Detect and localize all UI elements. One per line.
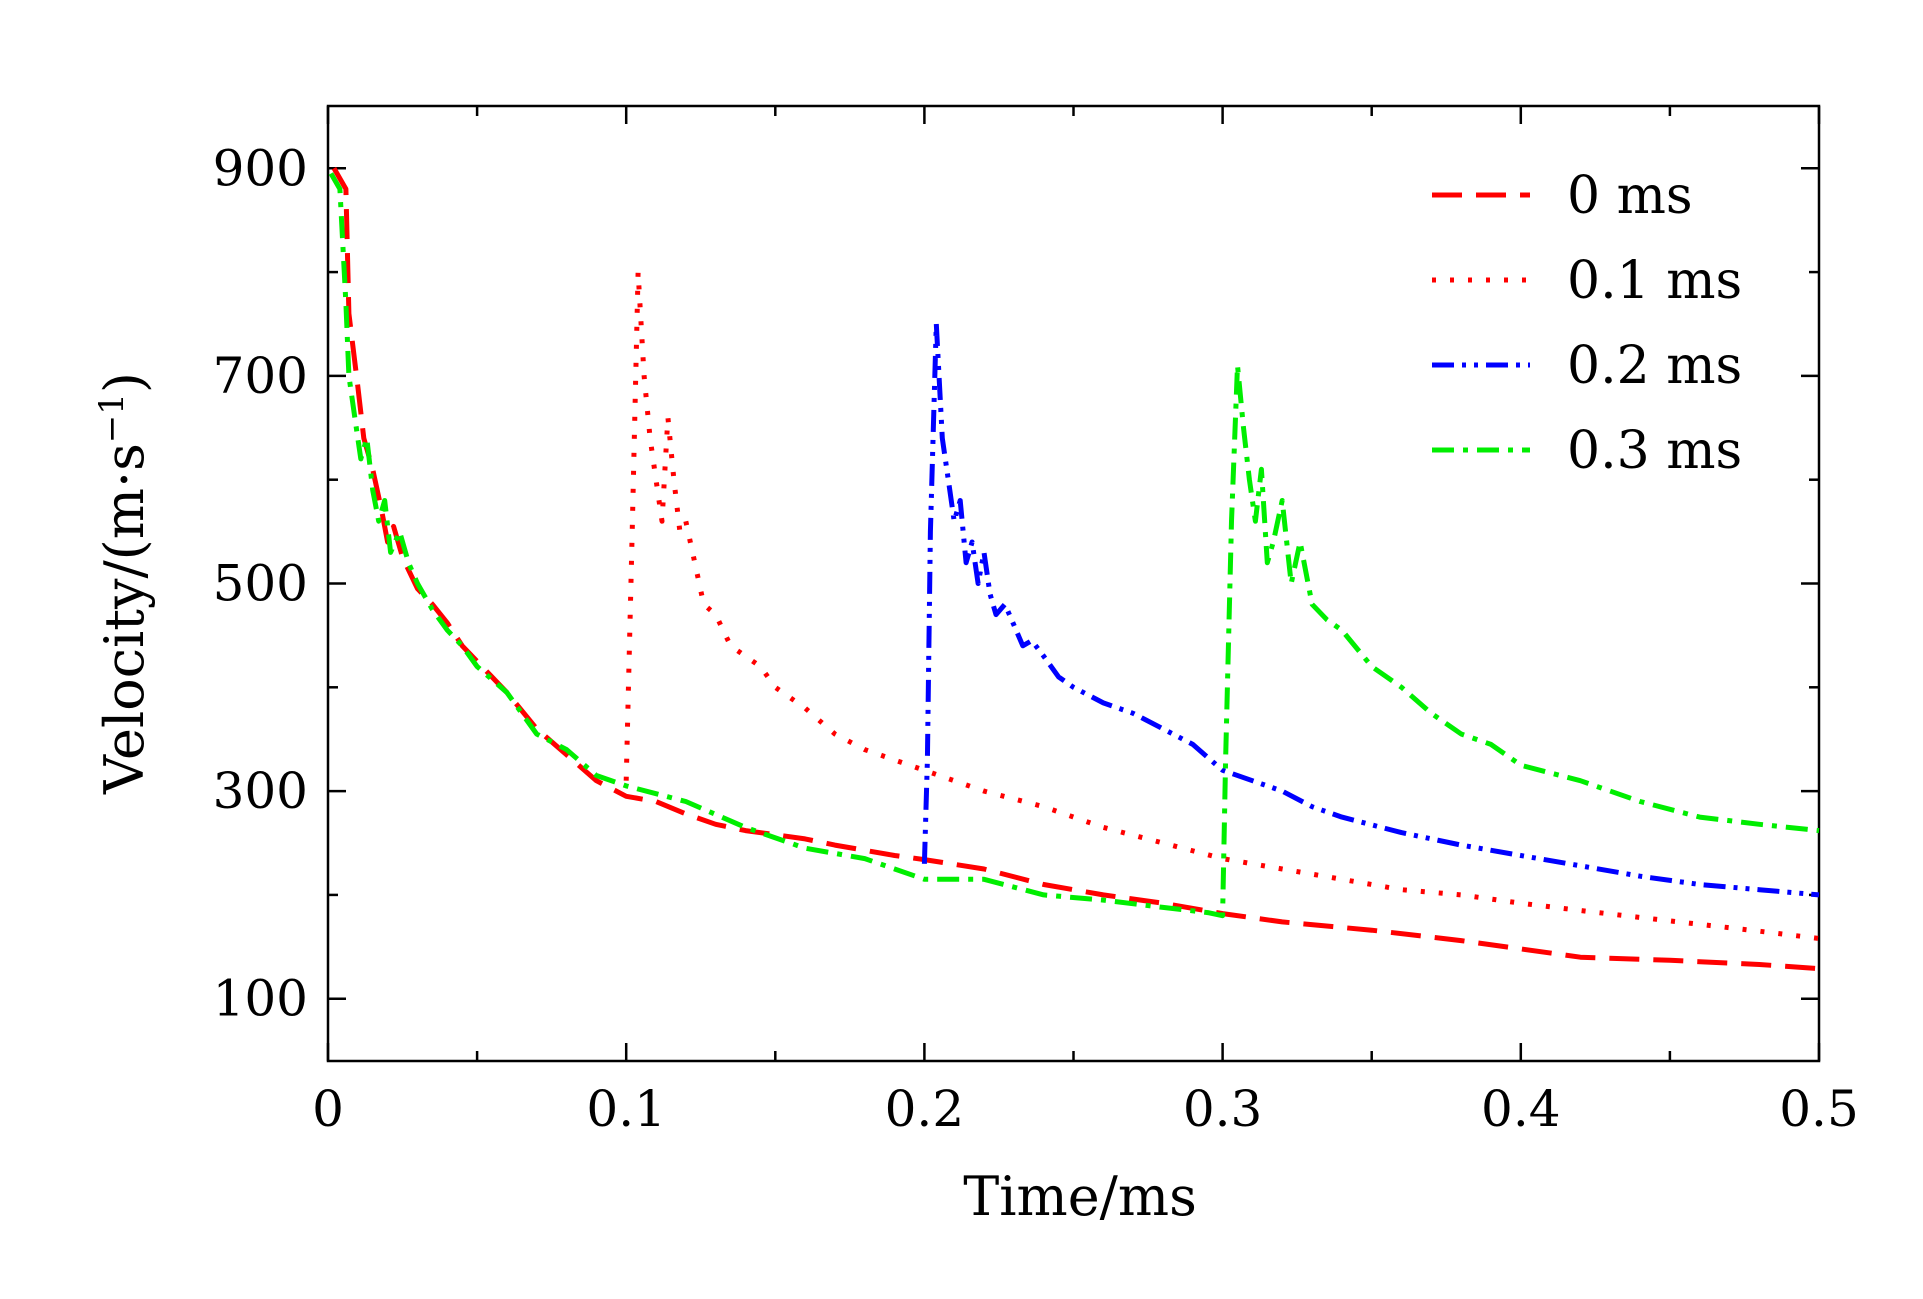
legend-label-0-2-ms: 0.2 ms <box>1567 336 1742 396</box>
x-tick-label: 0.5 <box>1779 1080 1859 1138</box>
series-line-0-3-ms <box>328 172 1820 919</box>
series-lines <box>328 167 1820 972</box>
y-tick-label: 500 <box>213 555 308 613</box>
y-tick-label: 100 <box>213 970 308 1028</box>
legend-label-0-1-ms: 0.1 ms <box>1567 251 1742 311</box>
x-tick-label: 0.1 <box>586 1080 666 1138</box>
x-axis-label: Time/ms <box>963 1165 1197 1228</box>
x-tick-label: 0.2 <box>885 1080 965 1138</box>
y-tick-label: 700 <box>213 347 308 405</box>
y-axis-label-superscript: −1 <box>92 393 132 443</box>
series-line-0-2-ms <box>921 321 1820 898</box>
y-tick-label: 900 <box>213 139 308 197</box>
y-tick-label: 300 <box>213 762 308 820</box>
legend-label-0-3-ms: 0.3 ms <box>1567 421 1742 481</box>
x-tick-label: 0.4 <box>1481 1080 1561 1138</box>
legend-label-0-ms: 0 ms <box>1567 166 1693 226</box>
y-axis-label-close: ) <box>93 372 156 393</box>
plot-frame <box>326 104 1821 1063</box>
x-tick-label: 0 <box>312 1080 344 1138</box>
series-line-0-1-ms <box>623 269 1820 941</box>
y-axis-label: Velocity/(m·s−1) <box>92 372 156 795</box>
y-axis-label-main: Velocity/(m·s <box>93 443 156 795</box>
legend: 0 ms 0.1 ms 0.2 ms 0.3 ms <box>1432 166 1742 481</box>
axis-ticks <box>326 106 1821 1061</box>
tick-labels: 0 0.1 0.2 0.3 0.4 0.5 100 300 500 700 900 <box>213 139 1859 1138</box>
x-tick-label: 0.3 <box>1183 1080 1263 1138</box>
